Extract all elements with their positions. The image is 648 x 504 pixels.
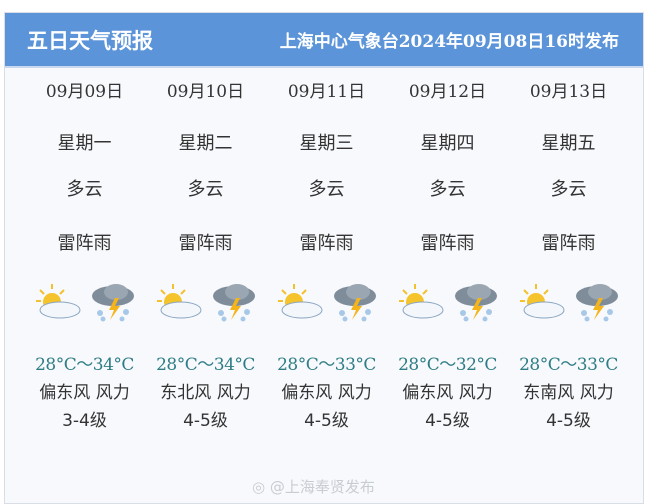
weekday: 星期五 — [541, 133, 596, 154]
date: 09月10日 — [166, 82, 245, 102]
night-weather: 雷阵雨 — [178, 233, 233, 254]
wind-level: 4-5级 — [183, 411, 228, 431]
day-weather: 多云 — [429, 179, 466, 200]
issuer-text: 上海中心气象台2024年09月08日16时发布 — [279, 32, 619, 52]
day-column: 09月13日 星期五 多云 雷阵雨 28°C～33°C 东南风 风力 4-5级 — [508, 78, 629, 435]
wind-level: 4-5级 — [425, 411, 470, 431]
wind-direction: 东南风 风力 — [523, 383, 614, 403]
temperature-range: 28°C～33°C — [277, 355, 376, 375]
thunderstorm-icon — [575, 284, 618, 322]
thunderstorm-icon — [333, 284, 376, 322]
wind-direction: 东北风 风力 — [160, 383, 251, 403]
day-weather: 多云 — [308, 179, 345, 200]
wind-level: 4-5级 — [546, 411, 591, 431]
forecast-days: 09月09日 星期一 多云 雷阵雨 28°C～34°C 偏东风 风力 3-4级 … — [24, 78, 629, 435]
day-column: 09月11日 星期三 多云 雷阵雨 28°C～33°C 偏东风 风力 4-5级 — [266, 78, 387, 435]
wind-level: 3-4级 — [62, 411, 107, 431]
weibo-icon: ◎ — [252, 478, 270, 496]
temperature-range: 28°C～34°C — [35, 355, 134, 375]
date: 09月13日 — [529, 82, 608, 102]
partly-cloudy-icon — [156, 284, 201, 319]
thunderstorm-icon — [454, 284, 497, 322]
day-weather: 多云 — [550, 179, 587, 200]
weekday: 星期二 — [178, 133, 233, 154]
day-weather: 多云 — [187, 179, 224, 200]
temperature-range: 28°C～34°C — [156, 355, 255, 375]
wind-direction: 偏东风 风力 — [39, 383, 130, 403]
date: 09月11日 — [287, 82, 366, 102]
wind-direction: 偏东风 风力 — [402, 383, 493, 403]
forecast-card: 五日天气预报 上海中心气象台2024年09月08日16时发布 — [4, 12, 644, 504]
date: 09月12日 — [408, 82, 487, 102]
partly-cloudy-icon — [35, 284, 80, 319]
day-column: 09月09日 星期一 多云 雷阵雨 28°C～34°C 偏东风 风力 3-4级 — [24, 78, 145, 435]
thunderstorm-icon — [212, 284, 255, 322]
day-column: 09月12日 星期四 多云 雷阵雨 28°C～32°C 偏东风 风力 4-5级 — [387, 78, 508, 435]
thunderstorm-icon — [91, 284, 134, 322]
weekday: 星期三 — [299, 133, 354, 154]
watermark: ◎ @上海奉贤发布 — [252, 478, 375, 496]
wind-level: 4-5级 — [304, 411, 349, 431]
temperature-range: 28°C～33°C — [519, 355, 618, 375]
day-weather: 多云 — [66, 179, 103, 200]
day-column: 09月10日 星期二 多云 雷阵雨 28°C～34°C 东北风 风力 4-5级 — [145, 78, 266, 435]
wind-direction: 偏东风 风力 — [281, 383, 372, 403]
night-weather: 雷阵雨 — [541, 233, 596, 254]
night-weather: 雷阵雨 — [420, 233, 475, 254]
temperature-range: 28°C～32°C — [398, 355, 497, 375]
page-title: 五日天气预报 — [27, 28, 153, 53]
partly-cloudy-icon — [398, 284, 443, 319]
weekday: 星期一 — [57, 133, 112, 154]
header: 五日天气预报 上海中心气象台2024年09月08日16时发布 — [5, 13, 643, 68]
partly-cloudy-icon — [519, 284, 564, 319]
weekday: 星期四 — [420, 133, 475, 154]
night-weather: 雷阵雨 — [299, 233, 354, 254]
night-weather: 雷阵雨 — [57, 233, 112, 254]
date: 09月09日 — [45, 82, 124, 102]
partly-cloudy-icon — [277, 284, 322, 319]
